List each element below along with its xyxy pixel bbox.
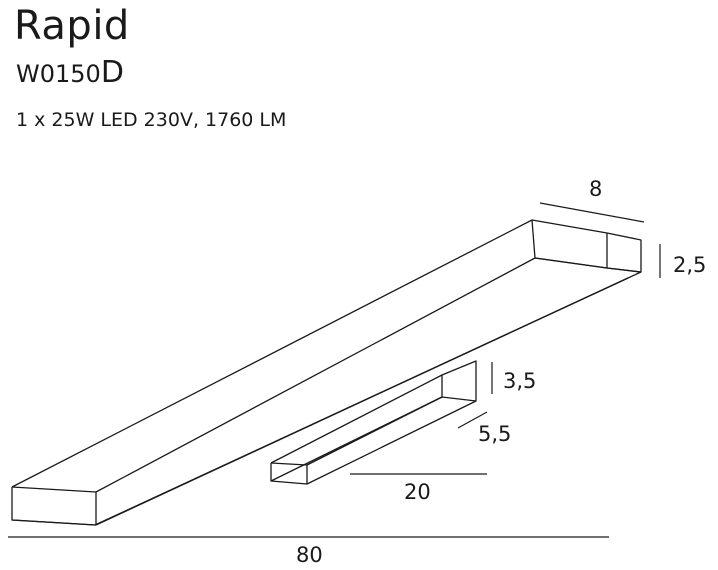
dim-line-depth	[539, 202, 645, 223]
dim-label-bracket-width: 5,5	[478, 422, 511, 446]
dimension-lines	[8, 202, 661, 538]
dim-label-bracket-height: 3,5	[503, 369, 536, 393]
dim-label-bracket-length: 20	[404, 480, 431, 504]
dim-label-total-length: 80	[296, 543, 323, 567]
spec-line: 1 x 25W LED 230V, 1760 LM	[16, 109, 287, 131]
model-prefix: W0150	[16, 60, 101, 88]
wall-bracket	[270, 360, 477, 485]
dim-label-depth: 8	[589, 177, 602, 201]
model-number: W0150D	[16, 56, 124, 91]
dim-label-height: 2,5	[673, 253, 706, 277]
lamp-body	[11, 219, 642, 526]
dim-line-bracket-width	[457, 411, 488, 429]
product-name: Rapid	[14, 3, 130, 49]
model-suffix: D	[100, 55, 124, 90]
